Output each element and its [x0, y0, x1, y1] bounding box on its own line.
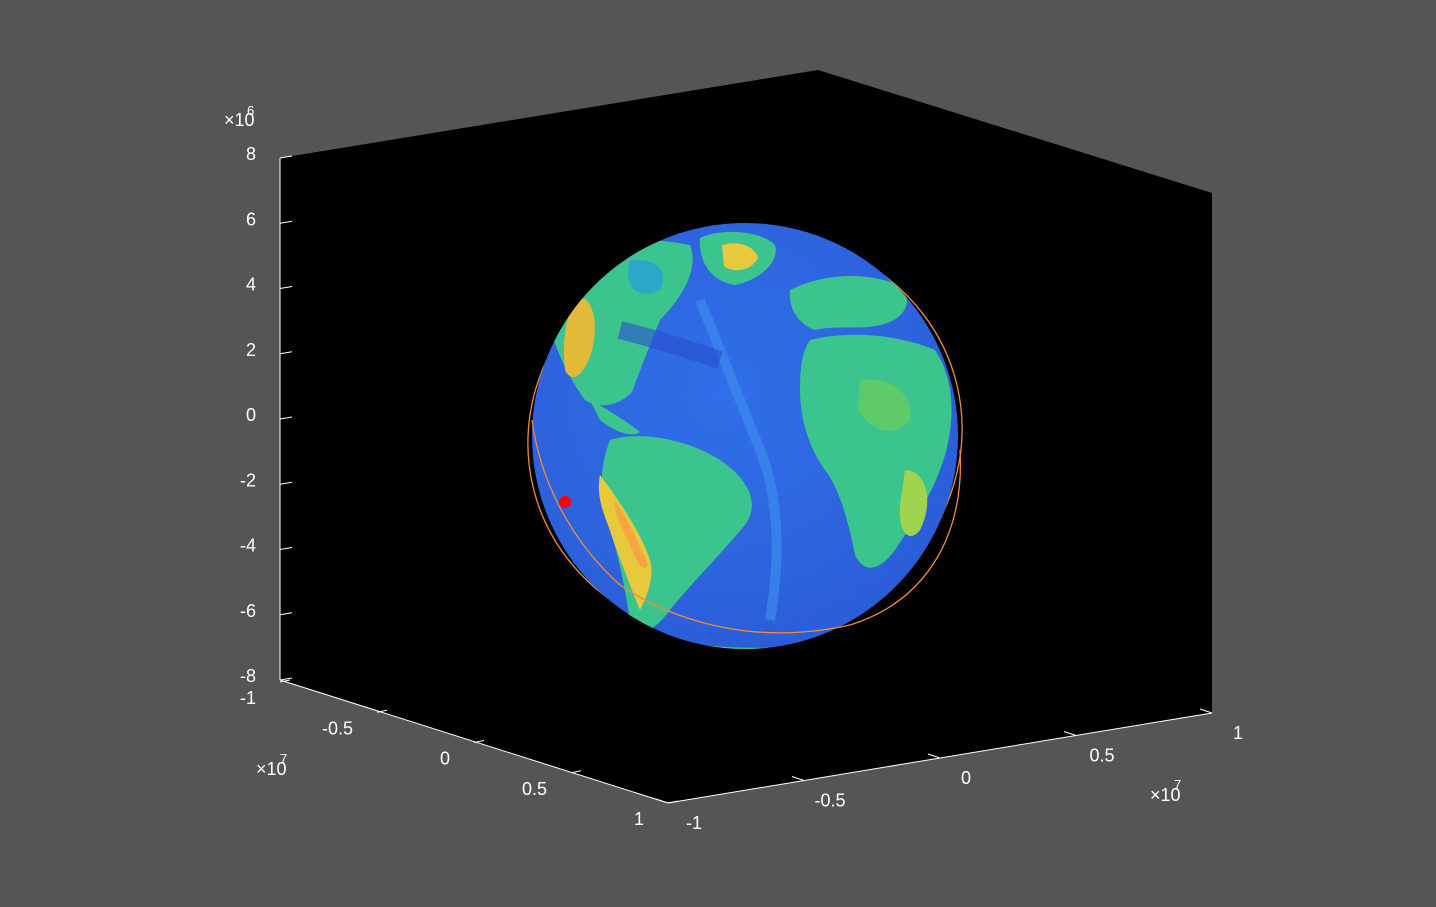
x-tick-mark	[667, 800, 679, 804]
svg-text:×10: ×10	[256, 759, 287, 779]
z-tick-label: -6	[240, 601, 256, 621]
z-tick-label: 8	[246, 144, 256, 164]
z-tick-mark	[279, 677, 293, 681]
x-tick-label: -0.5	[322, 718, 353, 738]
z-tick-label: 0	[246, 405, 256, 425]
y-tick-mark	[927, 753, 941, 759]
x-tick-label: 1	[634, 809, 644, 829]
x-tick-mark	[570, 770, 582, 774]
x-tick-mark	[279, 679, 291, 683]
earth-surface	[532, 223, 958, 649]
svg-text:6: 6	[247, 103, 254, 118]
svg-text:×10: ×10	[1150, 785, 1181, 805]
y-tick-label: -0.5	[814, 791, 845, 811]
y-tick-label: 1	[1233, 723, 1243, 743]
x-axis-line	[279, 679, 669, 804]
svg-text:×10: ×10	[224, 110, 255, 130]
z-tick-label: -4	[240, 536, 256, 556]
y-tick-mark	[1063, 731, 1077, 736]
z-axis-ticks: -8 -6 -4 -2 0 2 4 6 8	[240, 144, 293, 686]
z-tick-mark	[279, 481, 293, 485]
satellite-marker[interactable]	[559, 496, 571, 508]
z-tick-mark	[279, 547, 293, 550]
z-tick-mark	[279, 612, 293, 616]
svg-text:7: 7	[1174, 777, 1181, 792]
z-exponent-label: ×10 6	[224, 103, 255, 130]
z-tick-mark	[279, 155, 293, 159]
z-tick-mark	[279, 220, 293, 224]
x-exponent-label: ×10 7	[256, 751, 287, 779]
x-tick-mark	[473, 740, 485, 743]
y-tick-label: -1	[686, 813, 702, 833]
z-tick-label: 4	[246, 275, 256, 295]
z-tick-label: 6	[246, 209, 256, 229]
y-tick-mark	[1199, 708, 1213, 714]
x-tick-label: -1	[240, 688, 256, 708]
x-axis-ticks: -1 -0.5 0 0.5 1	[240, 679, 679, 829]
y-axis-ticks: -1 -0.5 0 0.5 1	[655, 708, 1243, 833]
z-tick-label: -8	[240, 666, 256, 686]
y-tick-mark	[791, 776, 805, 781]
z-tick-label: 2	[246, 340, 256, 360]
x-tick-label: 0.5	[522, 779, 547, 799]
x-tick-label: 0	[440, 749, 450, 769]
y-tick-mark	[655, 798, 669, 804]
y-tick-label: 0	[961, 768, 971, 788]
z-tick-label: -2	[240, 470, 256, 490]
z-tick-mark	[279, 416, 293, 420]
z-tick-mark	[279, 286, 293, 289]
z-tick-mark	[279, 351, 293, 355]
orbit-line-front	[531, 419, 962, 634]
y-exponent-label: ×10 7	[1150, 777, 1181, 805]
svg-text:7: 7	[280, 751, 287, 766]
x-tick-mark	[376, 709, 388, 713]
y-tick-label: 0.5	[1089, 746, 1114, 766]
